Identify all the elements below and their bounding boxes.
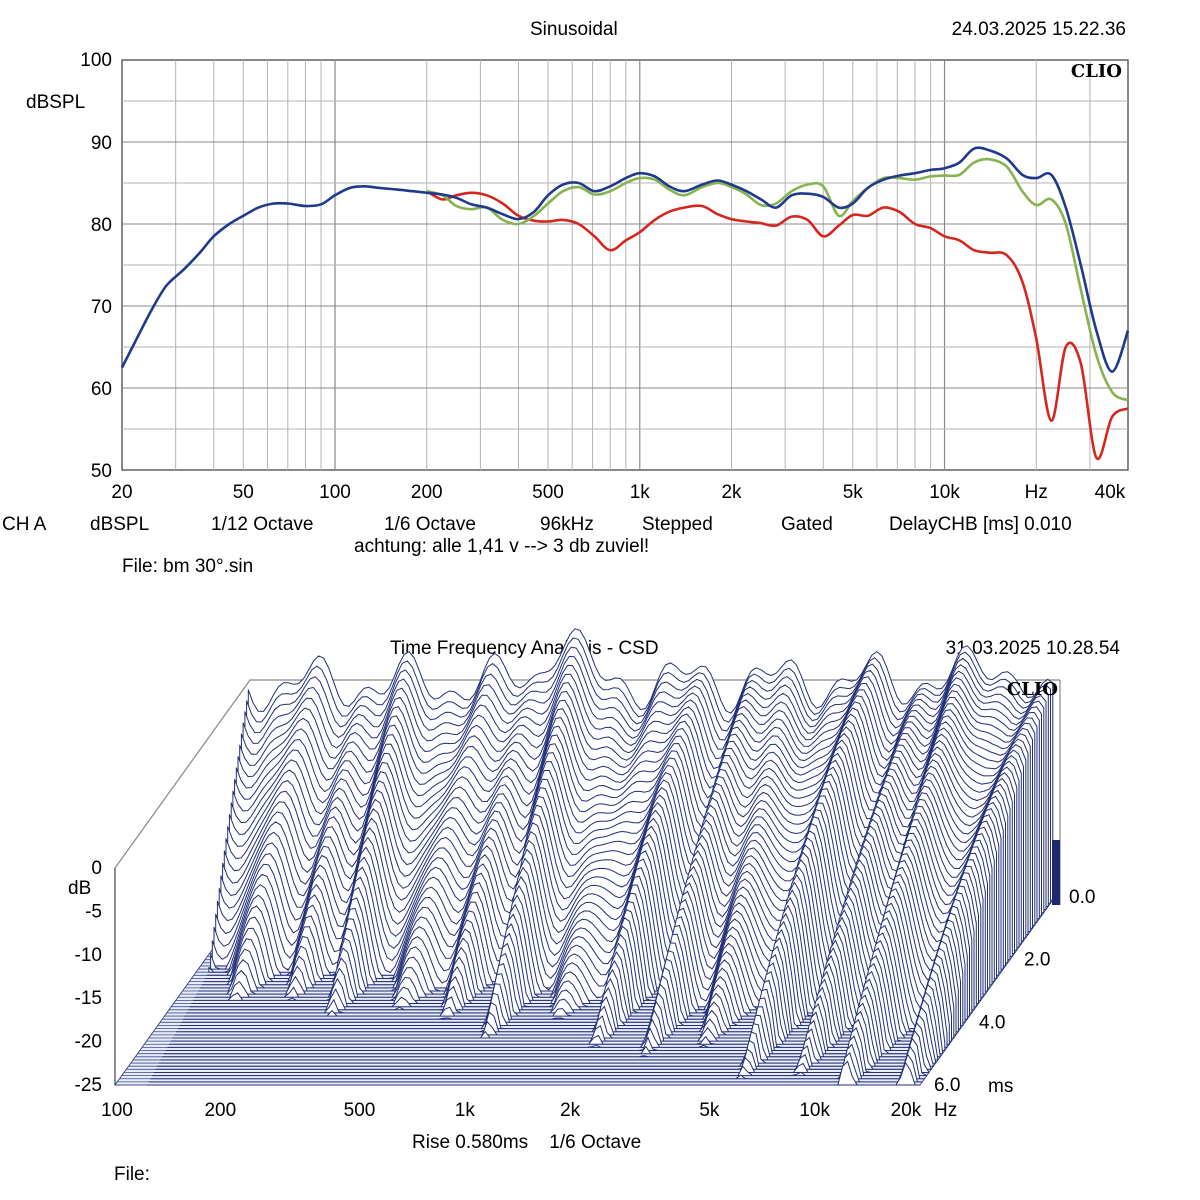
csd-x-unit: Hz [934, 1100, 957, 1121]
csd-x-tick-label: 10k [799, 1100, 830, 1121]
bottom-brand-logo: CLIO [1007, 679, 1058, 700]
bottom-timestamp: 31.03.2025 10.28.54 [946, 638, 1121, 659]
top-file: File: bm 30°.sin [122, 556, 253, 577]
top-x-tick-label: Hz [1025, 482, 1048, 503]
bottom-file: File: [114, 1164, 150, 1185]
setting-smoothing: 1/6 Octave [384, 514, 476, 535]
csd-right-edge-fill [1052, 840, 1060, 905]
csd-x-tick-label: 5k [699, 1100, 720, 1121]
bottom-y-unit: dB [68, 878, 91, 899]
setting-resolution: 1/12 Octave [211, 514, 313, 535]
top-x-tick-label: 10k [929, 482, 960, 503]
csd-db-tick-label: -10 [75, 945, 102, 966]
top-x-tick-label: 20 [111, 482, 132, 503]
top-x-tick-label: 40k [1095, 482, 1126, 503]
bottom-title: Time Frequency Analysis - CSD [390, 638, 659, 659]
response-curve-2 [426, 190, 1129, 461]
csd-time-tick-label: 2.0 [1024, 950, 1050, 971]
csd-slice [146, 1060, 921, 1086]
csd-x-tick-label: 200 [204, 1100, 236, 1121]
top-y-tick-label: 80 [91, 215, 112, 236]
bottom-settings: Rise 0.580ms 1/6 Octave [412, 1132, 641, 1153]
csd-x-ticks: 100 200 500 1k 2k 5k 10k 20k [101, 1100, 922, 1121]
response-curve-1 [426, 157, 1129, 402]
csd-db-tick-label: -20 [75, 1032, 102, 1053]
top-x-tick-label: 100 [319, 482, 351, 503]
csd-x-tick-label: 100 [101, 1100, 133, 1121]
top-x-ticks: 20 50 100 200 500 1k 2k 5k 10k Hz 40k [111, 482, 1125, 503]
csd-x-tick-label: 2k [560, 1100, 581, 1121]
top-x-tick-label: 1k [630, 482, 651, 503]
csd-time-ticks: 0.0 2.0 4.0 6.0 [934, 887, 1095, 1096]
setting-delay: DelayCHB [ms] 0.010 [889, 514, 1072, 535]
top-x-tick-label: 500 [532, 482, 564, 503]
top-y-ticks: 100 90 80 70 60 50 [80, 50, 112, 482]
response-curve-0 [120, 146, 1130, 373]
top-y-tick-label: 90 [91, 133, 112, 154]
csd-time-tick-label: 4.0 [979, 1012, 1005, 1033]
setting-channel: CH A [2, 514, 47, 535]
csd-time-unit: ms [988, 1076, 1013, 1097]
setting-gated: Gated [781, 514, 833, 535]
top-settings-row: CH A dBSPL 1/12 Octave 1/6 Octave 96kHz … [2, 514, 1072, 535]
csd-slices [146, 628, 1054, 1086]
csd-time-tick-label: 0.0 [1069, 887, 1095, 908]
top-x-tick-label: 50 [233, 482, 254, 503]
top-y-tick-label: 100 [80, 50, 112, 71]
csd-section: Time Frequency Analysis - CSD 31.03.2025… [68, 628, 1121, 1185]
csd-db-tick-label: -25 [75, 1075, 102, 1096]
csd-db-tick-label: 0 [91, 858, 102, 879]
csd-x-tick-label: 500 [344, 1100, 376, 1121]
csd-x-tick-label: 1k [455, 1100, 476, 1121]
csd-x-tick-label: 20k [891, 1100, 922, 1121]
top-y-tick-label: 50 [91, 461, 112, 482]
top-note: achtung: alle 1,41 v --> 3 db zuviel! [354, 536, 649, 557]
top-title: Sinusoidal [530, 19, 618, 40]
setting-samplerate: 96kHz [540, 514, 594, 535]
csd-db-tick-label: -5 [85, 901, 102, 922]
csd-db-tick-label: -15 [75, 988, 102, 1009]
setting-mode: Stepped [642, 514, 713, 535]
top-y-unit: dBSPL [26, 92, 85, 113]
frequency-response-section: Sinusoidal 24.03.2025 15.22.36 CLIO dBSP… [2, 19, 1130, 577]
top-y-tick-label: 60 [91, 379, 112, 400]
top-brand-logo: CLIO [1071, 61, 1122, 82]
setting-unit: dBSPL [90, 514, 149, 535]
csd-time-tick-label: 6.0 [934, 1075, 960, 1096]
top-x-tick-label: 200 [411, 482, 443, 503]
csd-db-ticks: 0 -5 -10 -15 -20 -25 [75, 858, 102, 1096]
top-curves [120, 146, 1130, 461]
top-x-tick-label: 5k [843, 482, 864, 503]
top-y-tick-label: 70 [91, 297, 112, 318]
top-timestamp: 24.03.2025 15.22.36 [952, 19, 1126, 40]
top-x-tick-label: 2k [721, 482, 742, 503]
